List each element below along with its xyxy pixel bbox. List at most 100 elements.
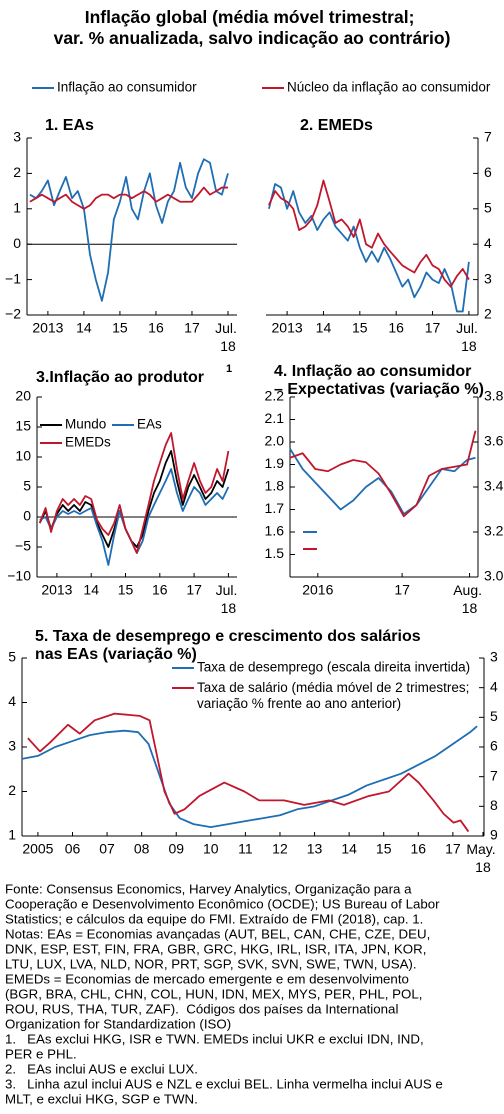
x-tick-label: 17: [425, 320, 441, 336]
x-tick-label: 08: [134, 841, 150, 857]
x-tick-label: 13: [307, 841, 323, 857]
note-line: DNK, ESP, EST, FIN, FRA, GBR, GRC, HKG, …: [5, 942, 426, 957]
legend-label: Inflação ao consumidor: [57, 80, 197, 95]
y-tick-label: 4: [8, 693, 16, 709]
x-tick-label: 17: [445, 841, 461, 857]
series-line: [29, 158, 229, 302]
y2-tick-label: 3: [490, 649, 498, 665]
legend-label: Taxa de salário (média móvel de 2 trimes…: [197, 680, 473, 711]
y-tick-label: 7: [484, 129, 492, 145]
y-tick-label: 5: [23, 478, 31, 494]
y-tick-label: 0: [23, 508, 31, 524]
y-tick-label: −2: [5, 306, 21, 322]
x-tick-label: 10: [203, 841, 219, 857]
note-line: MLT, e exclui HKG, SGP e TWN.: [5, 1092, 198, 1107]
y-tick-label: 6: [484, 164, 492, 180]
y2-tick-label: 4: [490, 678, 498, 694]
series-line: [268, 179, 470, 288]
y-tick-label: 1: [13, 200, 21, 216]
y2-tick-label: 3.2: [484, 523, 504, 539]
note-line: EMEDs = Economias de mercado emergente e…: [5, 972, 409, 987]
y-tick-label: −10: [7, 568, 31, 584]
y-tick-label: 1.9: [265, 455, 285, 471]
x-tick-label: 2005: [22, 841, 53, 857]
y-tick-label: 10: [15, 448, 31, 464]
legend-label: EMEDs: [65, 435, 111, 450]
x-tick-label: May. 18: [466, 841, 499, 875]
y2-tick-label: 8: [490, 797, 498, 813]
x-tick-label: Jul. 18: [215, 320, 241, 354]
y-tick-label: 2: [8, 782, 16, 798]
y2-tick-label: 3.0: [484, 568, 504, 584]
note-line: Cooperação e Desenvolvimento Econômico (…: [5, 897, 440, 912]
legend-label: EAs: [137, 417, 162, 432]
panel-title: 1. EAs: [45, 117, 94, 134]
y2-tick-label: 6: [490, 738, 498, 754]
y-tick-label: 0: [13, 235, 21, 251]
x-tick-label: 16: [152, 582, 168, 598]
y-tick-label: 2.0: [265, 433, 285, 449]
panel-title: 3.Inflação ao produtor: [36, 369, 204, 386]
x-tick-label: 15: [376, 841, 392, 857]
title-footnote-mark: 1: [226, 363, 232, 375]
x-tick-label: 15: [112, 320, 128, 336]
x-tick-label: 17: [186, 582, 202, 598]
x-tick-label: 17: [184, 320, 200, 336]
y-tick-label: 5: [484, 200, 492, 216]
figure-title: Inflação global (média móvel trimestral;…: [54, 7, 451, 48]
note-line: (BGR, BRA, CHL, CHN, COL, HUN, IDN, MEX,…: [5, 987, 422, 1002]
y2-tick-label: 3.4: [484, 478, 504, 494]
note-line: Statistics; e cálculos da equipe do FMI.…: [5, 912, 423, 927]
x-tick-label: 2016: [302, 582, 333, 598]
y2-tick-label: 9: [490, 827, 498, 843]
legend-label: Núcleo da inflação ao consumidor: [287, 80, 491, 95]
series-line: [21, 725, 478, 828]
x-tick-label: 2013: [32, 320, 63, 336]
x-tick-label: 15: [352, 320, 368, 336]
y-tick-label: 4: [484, 235, 492, 251]
x-tick-label: 14: [316, 320, 332, 336]
series-line: [38, 432, 230, 554]
x-tick-label: Jul. 18: [216, 582, 242, 616]
note-line: Fonte: Consensus Economics, Harvey Analy…: [5, 882, 412, 897]
note-line: ROU, RUS, THA, TUR, ZAF). Códigos dos pa…: [5, 1002, 398, 1017]
x-tick-label: 14: [76, 320, 92, 336]
y2-tick-label: 3.8: [484, 388, 504, 404]
panel-title: 4. Inflação ao consumidor – Expectativas…: [274, 363, 484, 398]
x-tick-label: Aug. 18: [453, 582, 486, 616]
x-tick-label: 14: [341, 841, 357, 857]
y-tick-label: 1.8: [265, 478, 285, 494]
series-line: [38, 450, 230, 548]
x-tick-label: 2013: [41, 582, 72, 598]
y2-tick-label: 3.6: [484, 433, 504, 449]
x-tick-label: 12: [272, 841, 288, 857]
y-tick-label: 1.5: [265, 545, 285, 561]
note-line: PER e PHL.: [5, 1047, 77, 1062]
x-tick-label: 06: [65, 841, 81, 857]
y-tick-label: 2.1: [265, 410, 285, 426]
note-line: 2. EAs inclui AUS e exclui LUX.: [5, 1062, 198, 1077]
y-tick-label: −1: [5, 270, 21, 286]
series-line: [29, 186, 228, 210]
note-line: LTU, LUX, LVA, NLD, NOR, PRT, SGP, SVK, …: [5, 957, 417, 972]
note-line: Organization for Standardization (ISO): [5, 1017, 231, 1032]
y2-tick-label: 7: [490, 767, 498, 783]
y-tick-label: −5: [15, 538, 31, 554]
y-tick-label: 1.6: [265, 523, 285, 539]
x-tick-label: 07: [99, 841, 115, 857]
x-tick-label: 15: [118, 582, 134, 598]
y-tick-label: 2: [484, 306, 492, 322]
x-tick-label: 14: [83, 582, 99, 598]
y-tick-label: 15: [15, 418, 31, 434]
y-tick-label: 3: [484, 270, 492, 286]
series-line: [27, 712, 470, 833]
series-line: [268, 183, 470, 313]
series-line: [289, 430, 477, 518]
x-tick-label: 16: [148, 320, 164, 336]
x-tick-label: 2013: [272, 320, 303, 336]
x-tick-label: 16: [388, 320, 404, 336]
legend-label: Mundo: [65, 417, 106, 432]
y-tick-label: 2.2: [265, 388, 285, 404]
